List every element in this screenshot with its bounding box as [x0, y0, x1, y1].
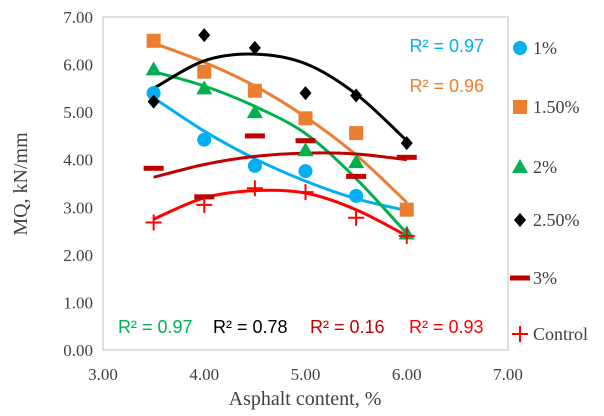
- x-tick-label: 7.00: [493, 365, 523, 384]
- data-point: [197, 132, 212, 147]
- data-point: [145, 214, 162, 231]
- legend-marker: [514, 213, 526, 227]
- r-squared-label: R² = 0.96: [409, 76, 484, 96]
- r-squared-label: R² = 0.97: [409, 36, 484, 56]
- y-tick-label: 6.00: [63, 56, 93, 75]
- data-point: [143, 165, 164, 171]
- legend-marker: [512, 159, 528, 173]
- y-tick-label: 4.00: [63, 151, 93, 170]
- data-point: [349, 126, 364, 141]
- legend-marker: [513, 41, 527, 55]
- legend-label: Control: [533, 324, 588, 344]
- r-squared-label: R² = 0.97: [118, 317, 193, 337]
- data-point: [297, 184, 314, 201]
- y-axis-title: MQ, kN/mm: [10, 132, 32, 236]
- legend-label: 1.50%: [533, 97, 580, 117]
- y-tick-label: 2.00: [63, 246, 93, 265]
- data-point: [295, 138, 316, 144]
- x-tick-label: 6.00: [392, 365, 422, 384]
- legend-marker: [510, 275, 530, 281]
- data-point: [398, 227, 415, 244]
- trendline: [152, 52, 408, 142]
- data-point: [350, 88, 363, 103]
- data-point: [196, 196, 213, 213]
- r-squared-label: R² = 0.93: [409, 317, 484, 337]
- r-squared-label: R² = 0.16: [310, 317, 385, 337]
- trendline: [153, 151, 407, 179]
- data-point: [198, 28, 211, 43]
- y-tick-label: 7.00: [63, 8, 93, 27]
- data-point: [146, 86, 161, 101]
- data-point: [146, 33, 161, 48]
- data-point: [348, 154, 365, 169]
- data-point: [196, 80, 213, 95]
- y-tick-label: 3.00: [63, 198, 93, 217]
- data-point: [247, 83, 262, 98]
- y-tick-label: 0.00: [63, 341, 93, 360]
- data-point: [346, 173, 367, 179]
- data-point: [246, 104, 263, 119]
- plot-frame: [102, 16, 509, 351]
- legend-marker: [512, 326, 528, 342]
- legend-label: 2.50%: [533, 210, 580, 230]
- data-point: [399, 202, 414, 217]
- data-point: [197, 64, 212, 79]
- trendline: [153, 70, 408, 235]
- data-point: [297, 142, 314, 157]
- data-point: [298, 111, 313, 126]
- data-point: [145, 61, 162, 76]
- r-squared-label: R² = 0.78: [213, 317, 288, 337]
- x-tick-label: 4.00: [189, 365, 219, 384]
- data-point: [247, 158, 262, 173]
- legend-label: 3%: [533, 268, 557, 288]
- y-tick-label: 5.00: [63, 103, 93, 122]
- legend-marker: [513, 100, 527, 114]
- x-axis-title: Asphalt content, %: [229, 388, 382, 410]
- legend-label: 1%: [533, 38, 557, 58]
- data-point: [246, 180, 263, 197]
- x-tick-label: 3.00: [88, 365, 118, 384]
- data-point: [147, 94, 160, 109]
- trendline: [153, 188, 408, 238]
- data-point: [194, 194, 215, 200]
- data-point: [298, 164, 313, 179]
- legend-label: 2%: [533, 157, 557, 177]
- data-point: [400, 136, 413, 151]
- x-tick-label: 5.00: [291, 365, 321, 384]
- data-point: [349, 188, 364, 203]
- data-point: [244, 133, 265, 139]
- y-tick-label: 1.00: [63, 293, 93, 312]
- data-point: [299, 86, 312, 101]
- data-point: [348, 209, 365, 226]
- data-point: [248, 40, 261, 55]
- data-point: [396, 154, 417, 160]
